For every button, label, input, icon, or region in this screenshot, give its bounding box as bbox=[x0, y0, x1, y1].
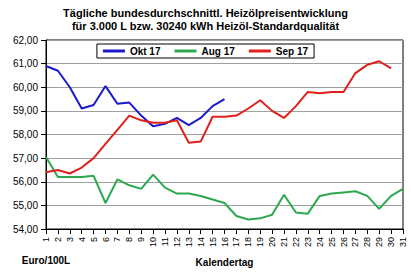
svg-text:55,00: 55,00 bbox=[13, 200, 38, 211]
svg-text:57,00: 57,00 bbox=[13, 153, 38, 164]
svg-text:17: 17 bbox=[231, 237, 241, 247]
svg-text:23: 23 bbox=[303, 237, 313, 247]
svg-text:Okt 17: Okt 17 bbox=[130, 46, 161, 57]
svg-text:8: 8 bbox=[124, 237, 134, 242]
svg-text:58,00: 58,00 bbox=[13, 129, 38, 140]
svg-text:Euro/100L: Euro/100L bbox=[22, 255, 70, 266]
svg-text:7: 7 bbox=[112, 237, 122, 242]
svg-text:9: 9 bbox=[136, 237, 146, 242]
svg-text:18: 18 bbox=[243, 237, 253, 247]
svg-text:20: 20 bbox=[267, 237, 277, 247]
svg-text:62,00: 62,00 bbox=[13, 35, 38, 46]
svg-text:61,00: 61,00 bbox=[13, 58, 38, 69]
svg-text:22: 22 bbox=[291, 237, 301, 247]
svg-text:56,00: 56,00 bbox=[13, 176, 38, 187]
svg-text:60,00: 60,00 bbox=[13, 82, 38, 93]
svg-text:3: 3 bbox=[65, 237, 75, 242]
svg-text:10: 10 bbox=[148, 237, 158, 247]
svg-text:27: 27 bbox=[350, 237, 360, 247]
svg-text:13: 13 bbox=[184, 237, 194, 247]
svg-text:15: 15 bbox=[208, 237, 218, 247]
svg-text:31: 31 bbox=[398, 237, 408, 247]
svg-text:30: 30 bbox=[386, 237, 396, 247]
svg-text:2: 2 bbox=[53, 237, 63, 242]
svg-text:6: 6 bbox=[101, 237, 111, 242]
svg-text:16: 16 bbox=[220, 237, 230, 247]
svg-text:24: 24 bbox=[315, 237, 325, 247]
svg-text:25: 25 bbox=[327, 237, 337, 247]
svg-text:Kalendertag: Kalendertag bbox=[196, 257, 254, 268]
svg-text:19: 19 bbox=[255, 237, 265, 247]
svg-text:5: 5 bbox=[89, 237, 99, 242]
svg-text:14: 14 bbox=[196, 237, 206, 247]
svg-text:für 3.000 L bzw. 30240 kWh Hei: für 3.000 L bzw. 30240 kWh Heizöl-Standa… bbox=[72, 20, 339, 32]
svg-text:26: 26 bbox=[339, 237, 349, 247]
svg-text:1: 1 bbox=[41, 237, 51, 242]
svg-text:29: 29 bbox=[374, 237, 384, 247]
svg-text:Tägliche bundesdurchschnittl.: Tägliche bundesdurchschnittl. Heizölprei… bbox=[63, 7, 348, 19]
svg-text:11: 11 bbox=[160, 237, 170, 246]
svg-text:4: 4 bbox=[77, 237, 87, 242]
svg-text:28: 28 bbox=[362, 237, 372, 247]
svg-text:Aug 17: Aug 17 bbox=[201, 46, 235, 57]
svg-text:54,00: 54,00 bbox=[13, 224, 38, 235]
svg-text:59,00: 59,00 bbox=[13, 105, 38, 116]
svg-text:Sep 17: Sep 17 bbox=[276, 46, 309, 57]
svg-text:12: 12 bbox=[172, 237, 182, 247]
svg-text:21: 21 bbox=[279, 237, 289, 247]
